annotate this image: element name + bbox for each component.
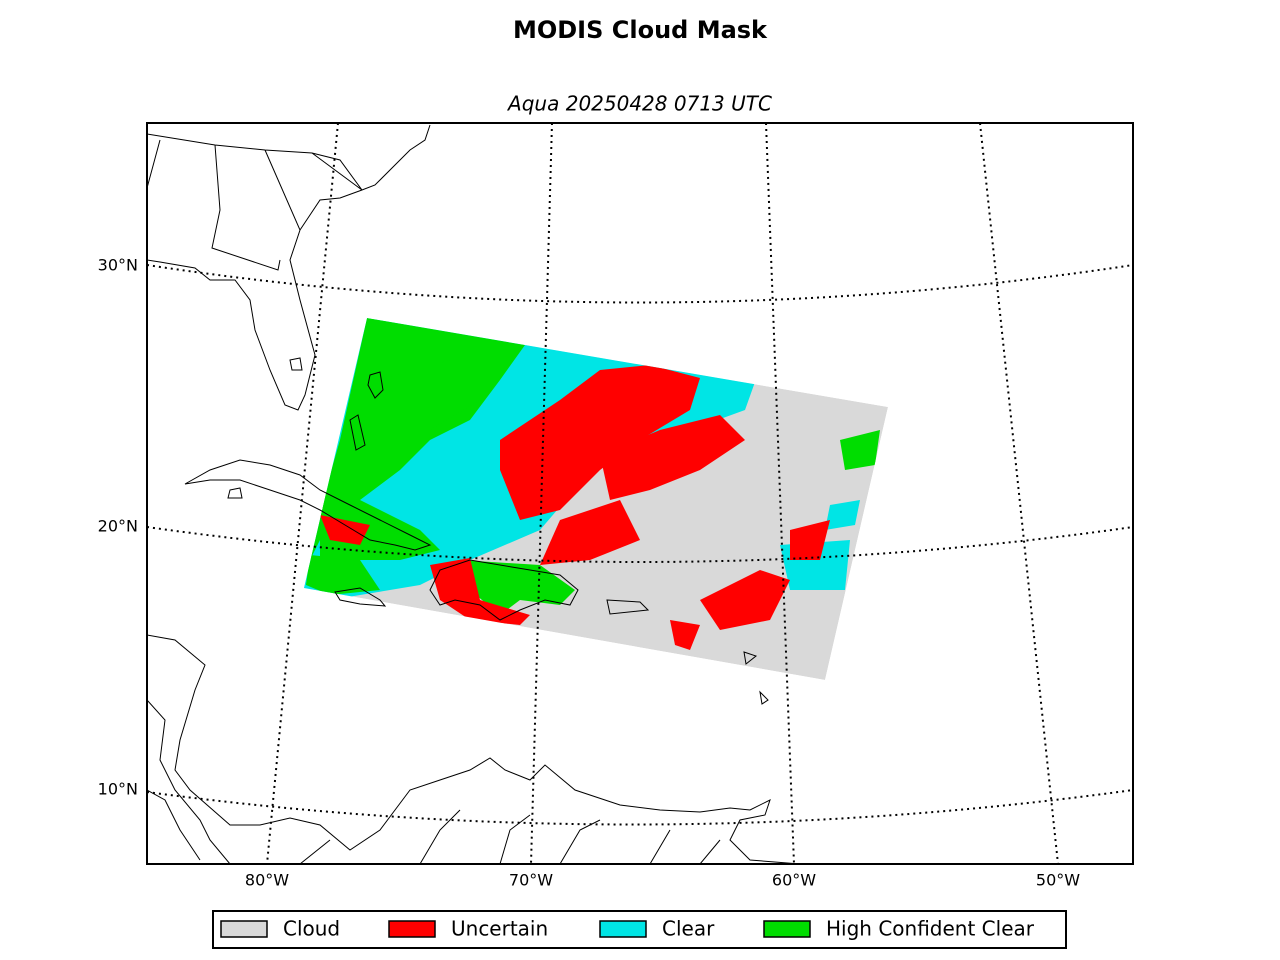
lon-label: 70°W: [509, 871, 553, 890]
uncertain-area: [670, 620, 700, 650]
legend-entries: Cloud Uncertain Clear High Confident Clear: [220, 917, 1035, 941]
uncertain-area: [430, 558, 530, 625]
lon-label: 50°W: [1036, 871, 1080, 890]
legend: [212, 910, 1067, 949]
legend-label: Uncertain: [451, 917, 548, 941]
lat-label: 10°N: [98, 780, 138, 799]
lon-label: 60°W: [772, 871, 816, 890]
cloud-mask-swath: [304, 318, 888, 680]
coastlines: [147, 124, 801, 864]
legend-swatch: [220, 920, 268, 938]
subtitle: Aqua 20250428 0713 UTC: [506, 92, 772, 116]
high-confident-clear-area: [460, 560, 575, 615]
title: MODIS Cloud Mask: [513, 16, 768, 44]
legend-label: Clear: [662, 917, 715, 941]
uncertain-area: [320, 515, 370, 545]
lat-label: 30°N: [98, 256, 138, 275]
legend-swatch: [388, 920, 436, 938]
high-confident-clear-area: [380, 360, 510, 440]
high-confident-clear-area: [840, 430, 880, 470]
legend-label: Cloud: [283, 917, 340, 941]
legend-swatch: [599, 920, 647, 938]
graticule: [147, 123, 1133, 864]
legend-label: High Confident Clear: [826, 917, 1035, 941]
legend-swatch: [763, 920, 811, 938]
clear-area: [825, 500, 860, 530]
uncertain-area: [600, 415, 745, 500]
lat-label: 20°N: [98, 517, 138, 536]
uncertain-area: [500, 365, 700, 520]
high-confident-clear-area: [306, 555, 380, 595]
uncertain-area: [540, 500, 640, 565]
lon-label: 80°W: [245, 871, 289, 890]
uncertain-area: [700, 570, 790, 630]
map-frame: [146, 122, 1134, 865]
uncertain-area: [790, 520, 830, 560]
